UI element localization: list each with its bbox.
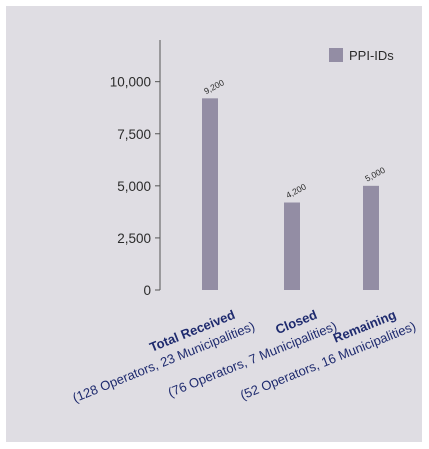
value-label: 4,200 [284,181,308,200]
legend-label: PPI-IDs [349,48,394,63]
legend: PPI-IDs [329,48,394,63]
y-tick-label: 10,000 [110,75,151,90]
value-labels: 9,200 4,200 5,000 [202,77,387,200]
bar-total-received [202,98,218,290]
y-tick-label: 7,500 [117,127,151,142]
y-tick-label: 2,500 [117,231,151,246]
y-tick-label: 0 [143,283,151,298]
y-tick-label: 5,000 [117,179,151,194]
bar-closed [284,202,300,290]
y-axis: 0 2,500 5,000 7,500 10,000 [110,40,161,298]
x-axis-labels: Total Received(128 Operators, 23 Municip… [64,302,418,406]
chart-panel: 0 2,500 5,000 7,500 10,000 9,200 4,200 5,000 T… [6,6,422,442]
bar-remaining [363,185,379,290]
bars [202,98,379,290]
value-label: 5,000 [363,165,387,184]
legend-swatch [329,48,343,62]
category-label: Total Received(128 Operators, 23 Municip… [64,302,257,406]
bar-chart: 0 2,500 5,000 7,500 10,000 9,200 4,200 5,000 T… [64,40,418,406]
value-label: 9,200 [202,77,226,96]
